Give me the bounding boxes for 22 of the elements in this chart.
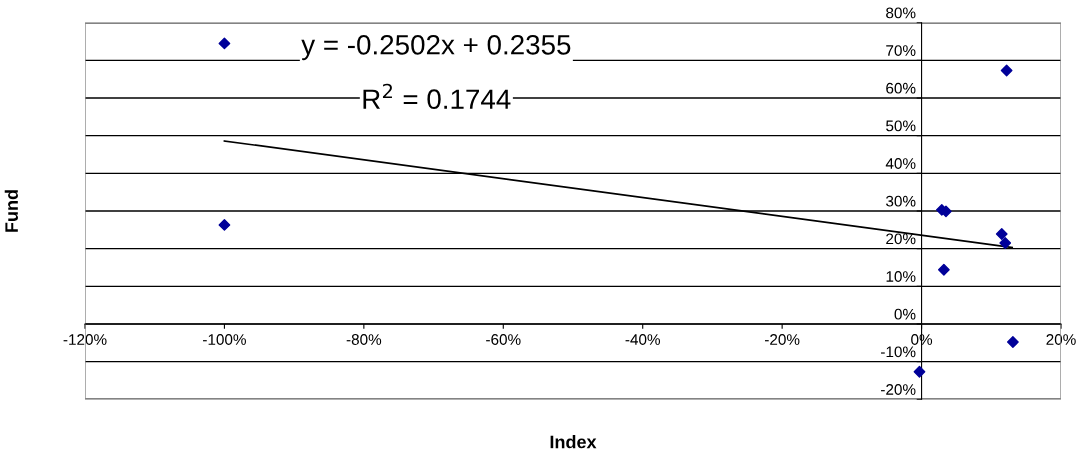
y-tick-label: 50% bbox=[886, 120, 916, 132]
y-tick-label: 0% bbox=[894, 308, 916, 320]
annotation: R$^{2}$ = 0.1744 bbox=[363, 83, 511, 110]
y-tick-label: -10% bbox=[881, 346, 916, 358]
x-tick-label: -20% bbox=[764, 334, 800, 345]
y-tick-label: 20% bbox=[886, 233, 916, 245]
y-tick-label: 70% bbox=[886, 45, 916, 56]
x-tick-label: -100% bbox=[203, 334, 246, 345]
y-tick-label: 40% bbox=[885, 158, 916, 169]
x-axis-title: Index bbox=[550, 435, 597, 449]
x-tick-label: -80% bbox=[346, 334, 382, 345]
x-tick-label: 20% bbox=[1046, 334, 1076, 345]
x-tick-label: -120% bbox=[63, 334, 107, 345]
y-tick-label: 80% bbox=[886, 7, 916, 19]
y-tick-label: 30% bbox=[886, 195, 916, 207]
y-tick-label: 60% bbox=[886, 82, 916, 94]
annotation: y = -0.2502x + 0.2355 bbox=[301, 34, 571, 61]
y-tick-label: 10% bbox=[886, 271, 916, 282]
x-tick-label: -40% bbox=[625, 334, 660, 345]
y-axis-title: Fund bbox=[4, 190, 18, 232]
y-tick-label: -20% bbox=[881, 384, 916, 395]
x-tick-label: -60% bbox=[486, 334, 521, 345]
